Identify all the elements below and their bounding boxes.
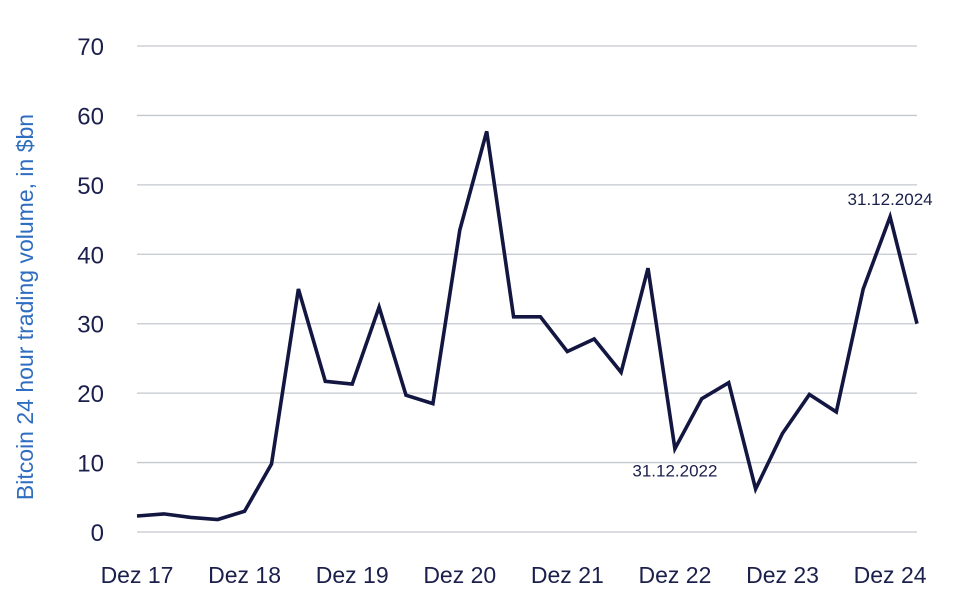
x-tick-label: Dez 22 (638, 562, 711, 588)
x-axis-ticks: Dez 17 Dez 18 Dez 19 Dez 20 Dez 21 Dez 22 Dez … (101, 562, 927, 588)
x-tick-label: Dez 23 (746, 562, 819, 588)
y-axis-label: Bitcoin 24 hour trading volume, in $bn (12, 114, 38, 500)
series-layer (136, 130, 919, 522)
x-tick-label: Dez 24 (854, 562, 927, 588)
x-tick-label: Dez 18 (208, 562, 281, 588)
annotation-label: 31.12.2022 (632, 462, 717, 481)
x-tick-label: Dez 17 (101, 562, 174, 588)
series-line (136, 130, 919, 522)
y-tick-label: 0 (91, 520, 104, 547)
annotation-label: 31.12.2024 (848, 190, 933, 209)
x-tick-label: Dez 19 (316, 562, 389, 588)
x-tick-label: Dez 21 (531, 562, 604, 588)
y-tick-label: 20 (77, 381, 104, 408)
y-tick-label: 40 (77, 242, 104, 269)
y-tick-label: 10 (77, 451, 104, 478)
y-tick-label: 30 (77, 312, 104, 339)
annotations: 31.12.2022 31.12.2024 (632, 190, 932, 481)
y-tick-label: 50 (77, 173, 104, 200)
x-tick-label: Dez 20 (423, 562, 496, 588)
y-tick-label: 70 (77, 34, 104, 61)
y-axis-ticks: 0 10 20 30 40 50 60 70 (77, 34, 104, 547)
y-tick-label: 60 (77, 103, 104, 130)
gridlines (137, 45, 917, 533)
